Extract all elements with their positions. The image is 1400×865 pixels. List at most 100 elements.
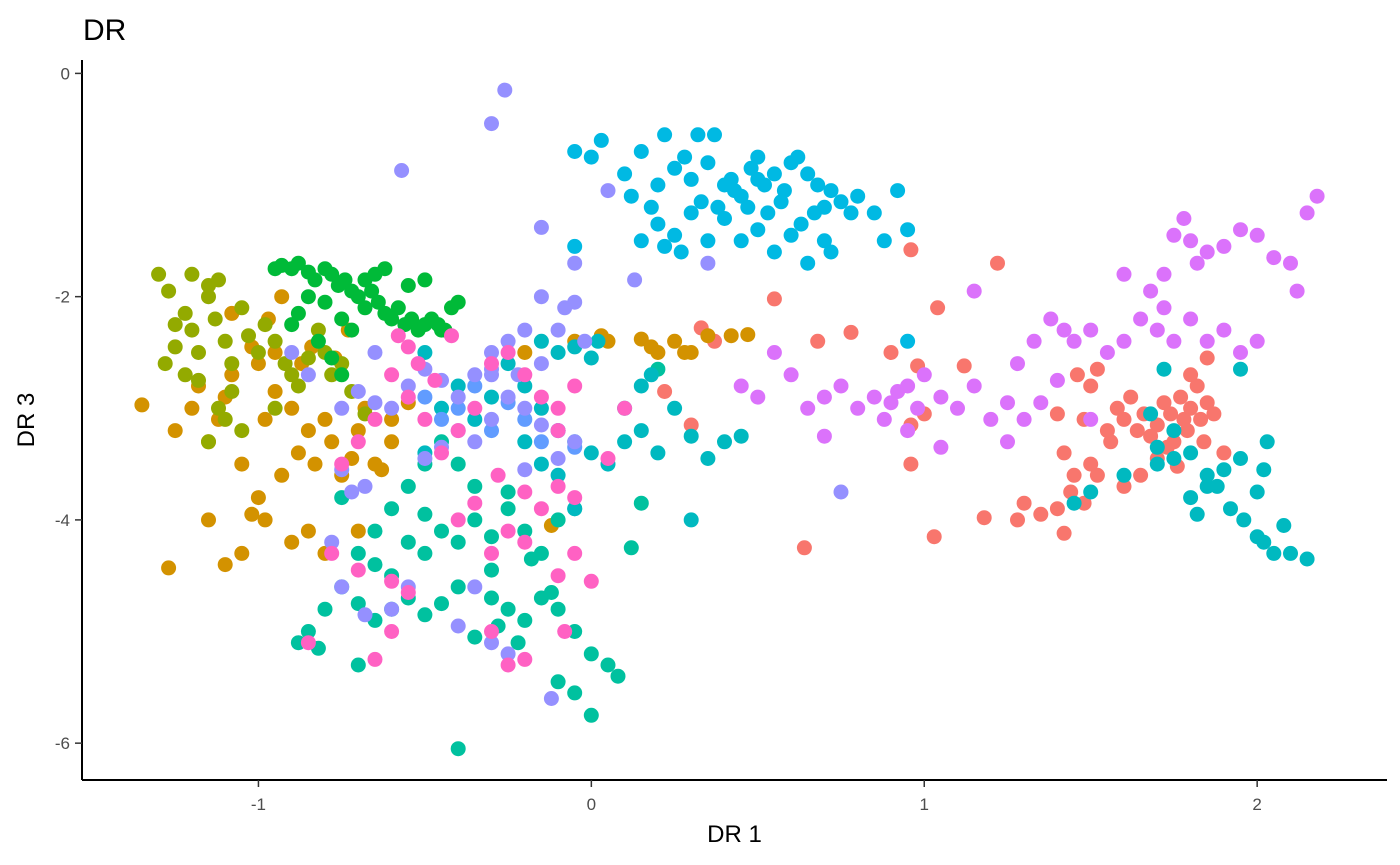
- data-point: [533, 219, 549, 235]
- data-point: [201, 289, 216, 305]
- data-point: [1183, 311, 1199, 327]
- data-point: [1156, 266, 1172, 282]
- data-point: [484, 529, 499, 545]
- data-point: [633, 423, 649, 439]
- data-point: [1133, 311, 1149, 327]
- data-point: [517, 400, 533, 416]
- data-point: [1183, 445, 1199, 461]
- data-point: [367, 651, 383, 667]
- data-point: [1189, 378, 1205, 394]
- data-point: [404, 311, 420, 327]
- data-point: [583, 646, 599, 662]
- data-point: [300, 367, 316, 383]
- data-point: [384, 311, 400, 327]
- data-point: [1183, 490, 1199, 506]
- data-point: [1033, 506, 1049, 522]
- data-point: [224, 367, 240, 383]
- data-point: [790, 149, 806, 165]
- data-point: [550, 674, 566, 690]
- data-point: [417, 545, 433, 561]
- data-point: [727, 183, 742, 199]
- data-point: [201, 512, 216, 528]
- data-point: [467, 495, 483, 511]
- data-point: [444, 328, 459, 344]
- data-point: [244, 506, 260, 522]
- data-point: [627, 272, 643, 288]
- data-point: [816, 428, 832, 444]
- data-point: [517, 534, 533, 550]
- data-point: [633, 233, 649, 249]
- data-point: [800, 400, 816, 416]
- data-point: [1066, 467, 1082, 483]
- data-point: [324, 350, 340, 366]
- data-point: [300, 523, 316, 539]
- data-point: [417, 506, 433, 522]
- data-point: [650, 177, 666, 193]
- data-point: [843, 205, 859, 221]
- data-point: [357, 607, 373, 623]
- data-point: [484, 590, 499, 606]
- data-point: [910, 400, 926, 416]
- data-point: [800, 255, 816, 271]
- data-point: [850, 400, 866, 416]
- data-point: [1199, 478, 1215, 494]
- x-axis-title: DR 1: [707, 821, 762, 848]
- data-point: [344, 484, 360, 500]
- data-point: [367, 395, 383, 411]
- data-point: [500, 389, 516, 405]
- data-point: [290, 445, 306, 461]
- x-tick-label: 0: [587, 795, 596, 814]
- data-point: [1309, 188, 1325, 204]
- data-point: [467, 400, 483, 416]
- data-point: [1000, 434, 1015, 450]
- data-point: [1083, 378, 1099, 394]
- data-point: [557, 624, 573, 639]
- data-point: [434, 523, 449, 539]
- data-point: [1109, 400, 1125, 416]
- data-point: [900, 378, 916, 394]
- data-point: [257, 411, 273, 427]
- data-point: [1149, 456, 1165, 472]
- data-point: [1056, 525, 1072, 541]
- data-point: [740, 199, 756, 215]
- data-point: [1156, 395, 1172, 411]
- data-point: [450, 534, 466, 550]
- data-point: [410, 356, 426, 372]
- data-point: [600, 183, 616, 199]
- data-point: [1083, 322, 1099, 338]
- data-point: [367, 411, 383, 427]
- data-point: [1199, 467, 1215, 483]
- data-point: [517, 462, 533, 478]
- series-9: [733, 188, 1325, 455]
- data-point: [434, 445, 449, 461]
- data-point: [217, 411, 233, 427]
- data-point: [1116, 467, 1132, 483]
- data-point: [367, 523, 383, 539]
- data-point: [1166, 227, 1182, 243]
- data-point: [1089, 467, 1105, 483]
- data-point: [467, 579, 483, 595]
- data-point: [467, 629, 483, 645]
- data-point: [717, 211, 732, 226]
- data-point: [950, 400, 965, 416]
- data-point: [224, 384, 240, 399]
- data-point: [650, 216, 666, 232]
- data-point: [766, 291, 782, 307]
- data-point: [740, 327, 756, 343]
- data-point: [700, 233, 716, 249]
- data-point: [500, 657, 516, 673]
- data-point: [533, 289, 549, 305]
- data-point: [816, 233, 832, 249]
- data-point: [933, 389, 949, 405]
- data-point: [683, 512, 699, 528]
- data-point: [823, 244, 839, 260]
- data-point: [723, 328, 739, 344]
- data-point: [533, 501, 549, 517]
- data-point: [533, 417, 549, 433]
- data-point: [1149, 417, 1165, 433]
- data-point: [364, 283, 380, 299]
- data-point: [760, 205, 776, 221]
- data-point: [657, 238, 673, 254]
- data-point: [400, 378, 416, 394]
- data-point: [467, 434, 483, 450]
